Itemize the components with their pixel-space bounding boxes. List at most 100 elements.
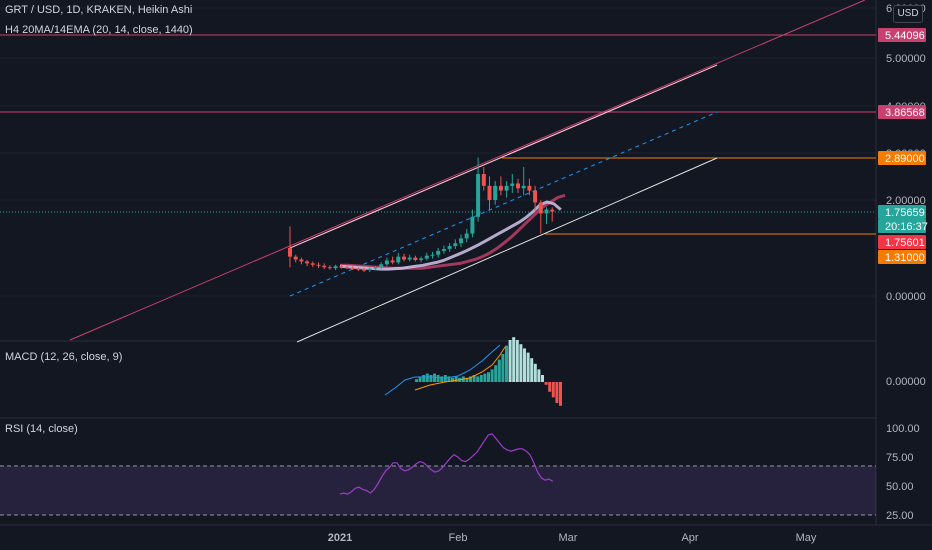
time-axis-label: Feb: [449, 532, 468, 544]
candle[interactable]: [470, 209, 475, 238]
candle[interactable]: [350, 266, 355, 271]
channel-lower[interactable]: [296, 157, 718, 343]
candle[interactable]: [498, 176, 503, 196]
macd-line: [384, 344, 501, 396]
candle[interactable]: [430, 251, 435, 259]
candle[interactable]: [413, 255, 418, 262]
candle[interactable]: [379, 262, 384, 270]
candle-body: [436, 250, 441, 255]
candle-body: [373, 267, 378, 269]
candle[interactable]: [436, 248, 441, 258]
candle[interactable]: [373, 265, 378, 271]
candle-body: [288, 248, 292, 257]
candle-body: [367, 268, 372, 271]
currency-button[interactable]: USD: [893, 5, 923, 23]
macd-bar: [515, 340, 519, 382]
macd-bar: [548, 382, 552, 392]
candle-body: [356, 268, 361, 270]
price-badge-label: 2.89000: [885, 153, 925, 165]
candle[interactable]: [424, 252, 429, 261]
macd-bar: [476, 376, 480, 382]
candle-body: [521, 185, 526, 189]
candle[interactable]: [310, 261, 315, 268]
candle[interactable]: [481, 166, 486, 191]
rsi-band: [0, 466, 876, 515]
channel-upper[interactable]: [289, 64, 718, 249]
candle-body: [310, 263, 315, 265]
time-axis-label: Mar: [559, 532, 578, 544]
candle-body: [419, 258, 424, 260]
trendline-long[interactable]: [69, 0, 866, 341]
ema14-line: [339, 200, 562, 271]
macd-bar: [551, 382, 555, 398]
candle[interactable]: [362, 267, 367, 272]
candle[interactable]: [327, 265, 332, 270]
candle[interactable]: [367, 267, 372, 272]
macd-bar: [533, 363, 537, 382]
candle-body: [384, 260, 389, 265]
candle[interactable]: [504, 181, 509, 198]
candle[interactable]: [493, 181, 498, 205]
candle[interactable]: [402, 253, 406, 262]
candle[interactable]: [407, 254, 412, 262]
time-axis-label: May: [796, 532, 817, 544]
candle[interactable]: [476, 157, 481, 222]
candle-body: [396, 256, 401, 263]
candle[interactable]: [299, 257, 304, 265]
candle[interactable]: [510, 174, 515, 193]
candle[interactable]: [521, 166, 526, 196]
candle[interactable]: [316, 262, 321, 269]
candle-body: [430, 254, 435, 256]
candle-body: [402, 256, 406, 260]
price-badge: 2.89000: [878, 151, 926, 165]
price-badge-label: 1.75659: [885, 207, 925, 219]
channel-middle[interactable]: [289, 111, 718, 297]
candle[interactable]: [447, 243, 452, 252]
candle[interactable]: [538, 200, 543, 234]
candle-body: [487, 185, 492, 200]
indicator-legend[interactable]: H4 20MA/14EMA (20, 14, close, 1440): [5, 24, 193, 36]
rsi-legend[interactable]: RSI (14, close): [5, 423, 78, 435]
candle[interactable]: [533, 185, 538, 212]
candle[interactable]: [322, 263, 327, 270]
candle[interactable]: [396, 252, 401, 265]
price-badge-label: 5.44096: [885, 30, 925, 42]
candle[interactable]: [459, 234, 463, 248]
candles-group[interactable]: [288, 157, 555, 272]
price-badge: 5.44096: [878, 28, 926, 42]
macd-bar: [512, 337, 516, 382]
price-badge-bg: [878, 219, 926, 233]
candle[interactable]: [288, 226, 292, 268]
macd-legend[interactable]: MACD (12, 26, close, 9): [5, 351, 123, 363]
candle[interactable]: [453, 239, 458, 249]
candle[interactable]: [345, 265, 349, 270]
candle[interactable]: [544, 207, 549, 224]
candle[interactable]: [516, 178, 520, 193]
candle[interactable]: [333, 264, 338, 271]
candle[interactable]: [487, 176, 492, 210]
candle[interactable]: [441, 245, 446, 254]
candle[interactable]: [550, 207, 555, 222]
candle-body: [533, 190, 538, 203]
candle[interactable]: [339, 264, 344, 269]
candle[interactable]: [356, 267, 361, 272]
candle-body: [339, 266, 344, 268]
candle[interactable]: [464, 228, 469, 243]
candle[interactable]: [293, 254, 298, 263]
macd-bar: [487, 372, 490, 382]
macd-signal-line: [414, 346, 506, 391]
time-axis-label: Apr: [681, 532, 698, 544]
macd-bar: [530, 358, 534, 382]
candle[interactable]: [305, 260, 310, 267]
candle[interactable]: [527, 178, 532, 196]
symbol-legend[interactable]: GRT / USD, 1D, KRAKEN, Heikin Ashi: [5, 4, 193, 16]
macd-bar: [415, 379, 418, 382]
candle[interactable]: [419, 256, 424, 263]
candle[interactable]: [384, 257, 389, 267]
macd-histogram: [415, 337, 562, 406]
price-badge-bg: [878, 250, 926, 264]
candle[interactable]: [390, 256, 395, 265]
rsi-tick-label: 50.00: [886, 481, 914, 493]
macd-bar: [526, 352, 530, 382]
